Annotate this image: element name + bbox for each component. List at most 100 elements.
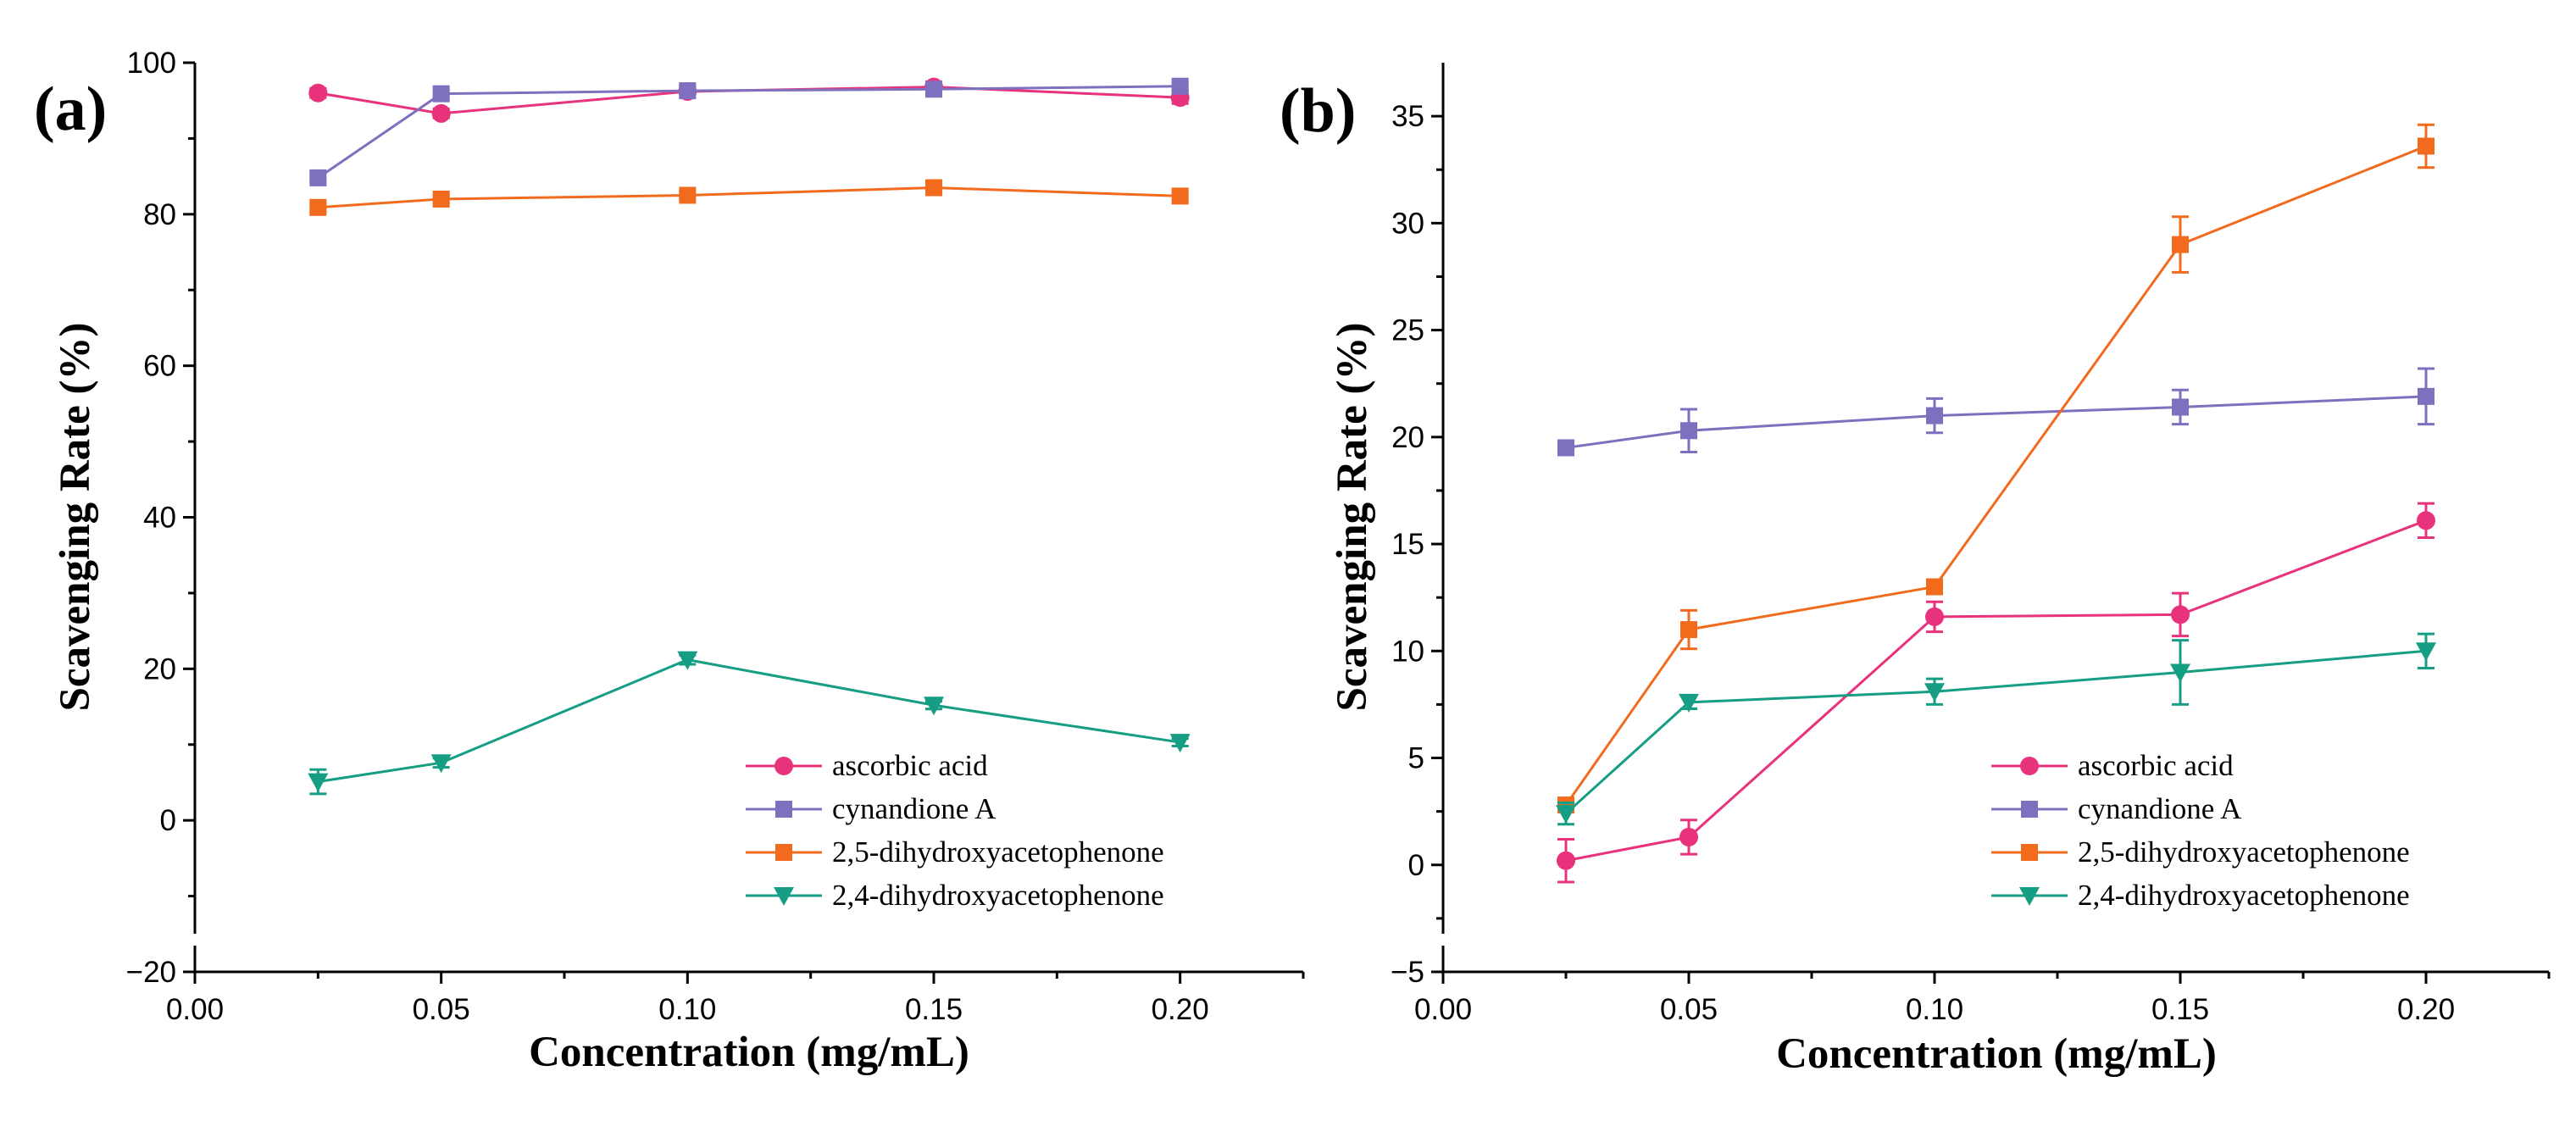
data-point: [1925, 607, 1944, 626]
y-tick-label: 15: [1391, 528, 1424, 561]
y-tick-label: 10: [1391, 635, 1424, 668]
legend-label: 2,4-dihydroxyacetophenone: [2078, 879, 2410, 912]
legend-marker: [2020, 757, 2039, 775]
series-line: [1564, 649, 2427, 815]
data-point: [2170, 663, 2190, 683]
data-point: [432, 190, 450, 208]
data-point: [2416, 642, 2436, 662]
y-tick-label: 80: [143, 198, 176, 231]
data-point: [1679, 693, 1699, 713]
x-tick-label: 0.00: [166, 993, 224, 1026]
panel-label: (b): [1280, 76, 1356, 146]
legend-label: cynandione A: [2078, 792, 2242, 825]
x-tick-label: 0.05: [1660, 993, 1718, 1026]
y-tick-label: 30: [1391, 207, 1424, 240]
legend-label: 2,5-dihydroxyacetophenone: [2078, 835, 2410, 868]
legend-marker: [2021, 844, 2038, 861]
data-point: [1557, 851, 1575, 870]
x-tick-label: 0.10: [1906, 993, 1963, 1026]
data-point: [309, 169, 327, 186]
y-tick-label: −20: [126, 956, 176, 989]
legend-marker: [775, 844, 792, 861]
y-tick-label: 25: [1391, 314, 1424, 347]
x-tick-label: 0.10: [658, 993, 716, 1026]
data-point: [925, 179, 942, 197]
series-3: [309, 179, 1189, 216]
y-axis-title: Scavenging Rate (%): [1329, 323, 1376, 712]
data-point: [677, 651, 698, 670]
data-point: [309, 198, 327, 216]
data-point: [1926, 578, 1943, 596]
y-axis-title: Scavenging Rate (%): [52, 323, 99, 712]
data-point: [1557, 439, 1574, 457]
x-tick-label: 0.15: [2151, 993, 2209, 1026]
legend-label: ascorbic acid: [2078, 749, 2234, 782]
panel-label: (a): [34, 75, 107, 144]
data-point: [1171, 187, 1189, 205]
legend-marker: [2021, 801, 2038, 818]
data-point: [1169, 734, 1191, 753]
y-tick-label: 60: [143, 350, 176, 383]
x-tick-label: 0.20: [1152, 993, 1209, 1026]
data-point: [2172, 398, 2189, 416]
data-point: [432, 85, 450, 103]
x-tick-label: 0.15: [905, 993, 963, 1026]
legend-label: 2,4-dihydroxyacetophenone: [832, 879, 1164, 912]
y-tick-label: 35: [1391, 100, 1424, 133]
y-tick-label: 0: [160, 804, 176, 837]
series-1: [1557, 502, 2435, 884]
data-point: [1680, 422, 1697, 440]
data-point: [430, 754, 452, 774]
data-point: [1924, 683, 1945, 702]
y-tick-label: 5: [1408, 742, 1424, 775]
data-point: [1556, 805, 1576, 824]
data-point: [679, 186, 697, 204]
legend-label: 2,5-dihydroxyacetophenone: [832, 835, 1164, 868]
legend-marker: [775, 801, 792, 818]
x-tick-label: 0.05: [413, 993, 470, 1026]
legend-label: cynandione A: [832, 792, 997, 825]
series-2: [309, 77, 1189, 186]
x-tick-label: 0.00: [1414, 993, 1472, 1026]
series-4: [1556, 632, 2436, 826]
legend-marker: [774, 757, 793, 775]
series-line: [1564, 145, 2427, 806]
data-point: [1171, 77, 1189, 95]
data-point: [2172, 236, 2189, 253]
y-tick-label: 100: [127, 47, 176, 80]
panel-b: −5 0 5 10 15 20 25 30 35 0.00 0.05 0.10 0.15 0.20 (b) S…: [1280, 63, 2551, 1078]
data-point: [1679, 827, 1698, 846]
legend: ascorbic acid cynandione A 2,5-dihydroxyac…: [1991, 749, 2410, 912]
y-tick-label: 0: [1408, 849, 1424, 882]
legend-marker: [2019, 887, 2040, 906]
series-line: [318, 658, 1180, 784]
legend: ascorbic acid cynandione A 2,5-dihydroxyac…: [746, 749, 1164, 912]
y-tick-label: 40: [143, 502, 176, 535]
data-point: [1926, 407, 1943, 425]
data-point: [2417, 511, 2435, 530]
legend-marker: [774, 887, 794, 906]
x-axis-title: Concentration (mg/mL): [529, 1029, 969, 1076]
data-point: [1680, 621, 1697, 639]
data-point: [2418, 137, 2434, 155]
series-line: [1565, 395, 2427, 449]
data-point: [679, 82, 697, 100]
y-tick-label: 20: [1391, 421, 1424, 454]
data-point: [2418, 387, 2434, 405]
data-point: [2171, 605, 2190, 624]
y-tick-label: −5: [1391, 956, 1424, 989]
data-point: [308, 773, 329, 792]
series-2: [1557, 367, 2434, 457]
y-tick-label: 20: [143, 652, 176, 685]
data-point: [431, 103, 451, 123]
panel-a: −20 0 20 40 60 80 100 0.00 0.05 0.10 0.15 0.20 (a) Sc…: [34, 47, 1305, 1076]
legend-label: ascorbic acid: [832, 749, 988, 782]
series-4: [308, 651, 1191, 796]
data-point: [924, 696, 944, 716]
x-axis-title: Concentration (mg/mL): [1776, 1030, 2217, 1078]
data-point: [308, 83, 328, 103]
x-tick-label: 0.20: [2397, 993, 2455, 1026]
series-3: [1557, 123, 2434, 814]
data-point: [925, 80, 942, 98]
